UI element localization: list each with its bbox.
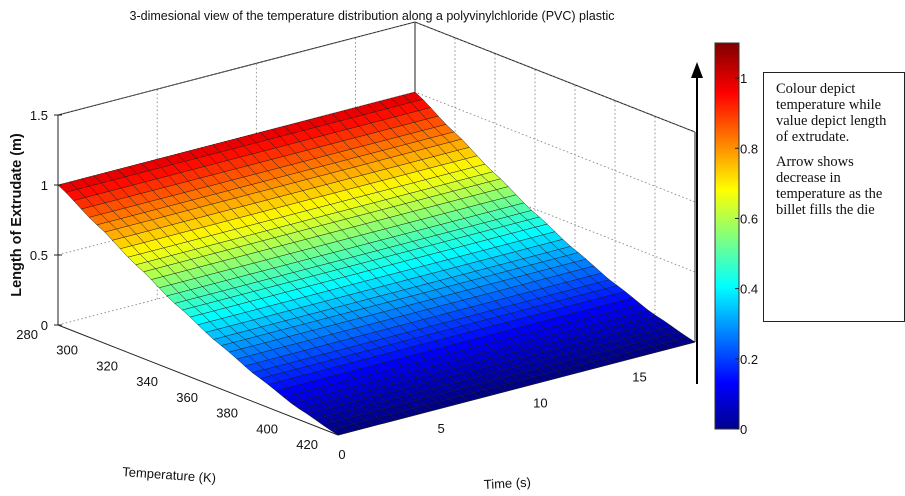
annotation-box: Colour depict temperature while value de… (763, 72, 905, 322)
time-tick-label: 15 (632, 370, 646, 385)
temperature-tick-label: 340 (136, 374, 158, 389)
temperature-axis-ticks: 280 300 320 340 360 380 400 420 (16, 327, 318, 452)
temperature-tick-label: 400 (256, 421, 278, 436)
temperature-tick-label: 320 (96, 358, 118, 373)
z-axis-label: Length of Extrudate (m) (9, 133, 25, 297)
x-axis-label: Temperature (K) (122, 464, 217, 486)
annotation-paragraph-2: Arrow shows decrease in temperature as t… (776, 154, 883, 218)
colorbar-tick-label: 0.6 (740, 211, 758, 226)
length-tick-label: 0 (41, 318, 48, 333)
colorbar-tick-label: 0.2 (740, 352, 758, 367)
length-tick-label: 1.5 (30, 108, 48, 123)
time-axis-ticks: 0 5 10 15 (338, 370, 646, 463)
surface-plot (57, 91, 696, 436)
chart-title: 3-dimesional view of the temperature dis… (130, 9, 615, 23)
temperature-tick-label: 360 (176, 390, 198, 405)
colorbar-tick-label: 1 (740, 71, 747, 86)
time-tick-label: 5 (438, 421, 445, 436)
arrow (691, 62, 703, 384)
length-axis-ticks: 0 0.5 1 1.5 (30, 108, 62, 333)
time-tick-label: 0 (338, 447, 345, 462)
colorbar-ticks: 0 0.2 0.4 0.6 0.8 1 (735, 71, 758, 437)
colorbar (714, 42, 740, 430)
length-tick-label: 1 (41, 178, 48, 193)
length-tick-label: 0.5 (30, 248, 48, 263)
annotation-paragraph-1: Colour depict temperature while value de… (776, 81, 887, 145)
surface-patch (329, 426, 351, 436)
temperature-tick-label: 300 (56, 343, 78, 358)
temperature-tick-label: 420 (296, 437, 318, 452)
colorbar-tick-label: 0.4 (740, 282, 758, 297)
temperature-tick-label: 280 (16, 327, 38, 342)
y-axis-label: Time (s) (483, 475, 531, 492)
colorbar-tick-label: 0.8 (740, 141, 758, 156)
time-tick-label: 10 (533, 395, 547, 410)
temperature-tick-label: 380 (216, 406, 238, 421)
colorbar-tick-label: 0 (740, 422, 747, 437)
